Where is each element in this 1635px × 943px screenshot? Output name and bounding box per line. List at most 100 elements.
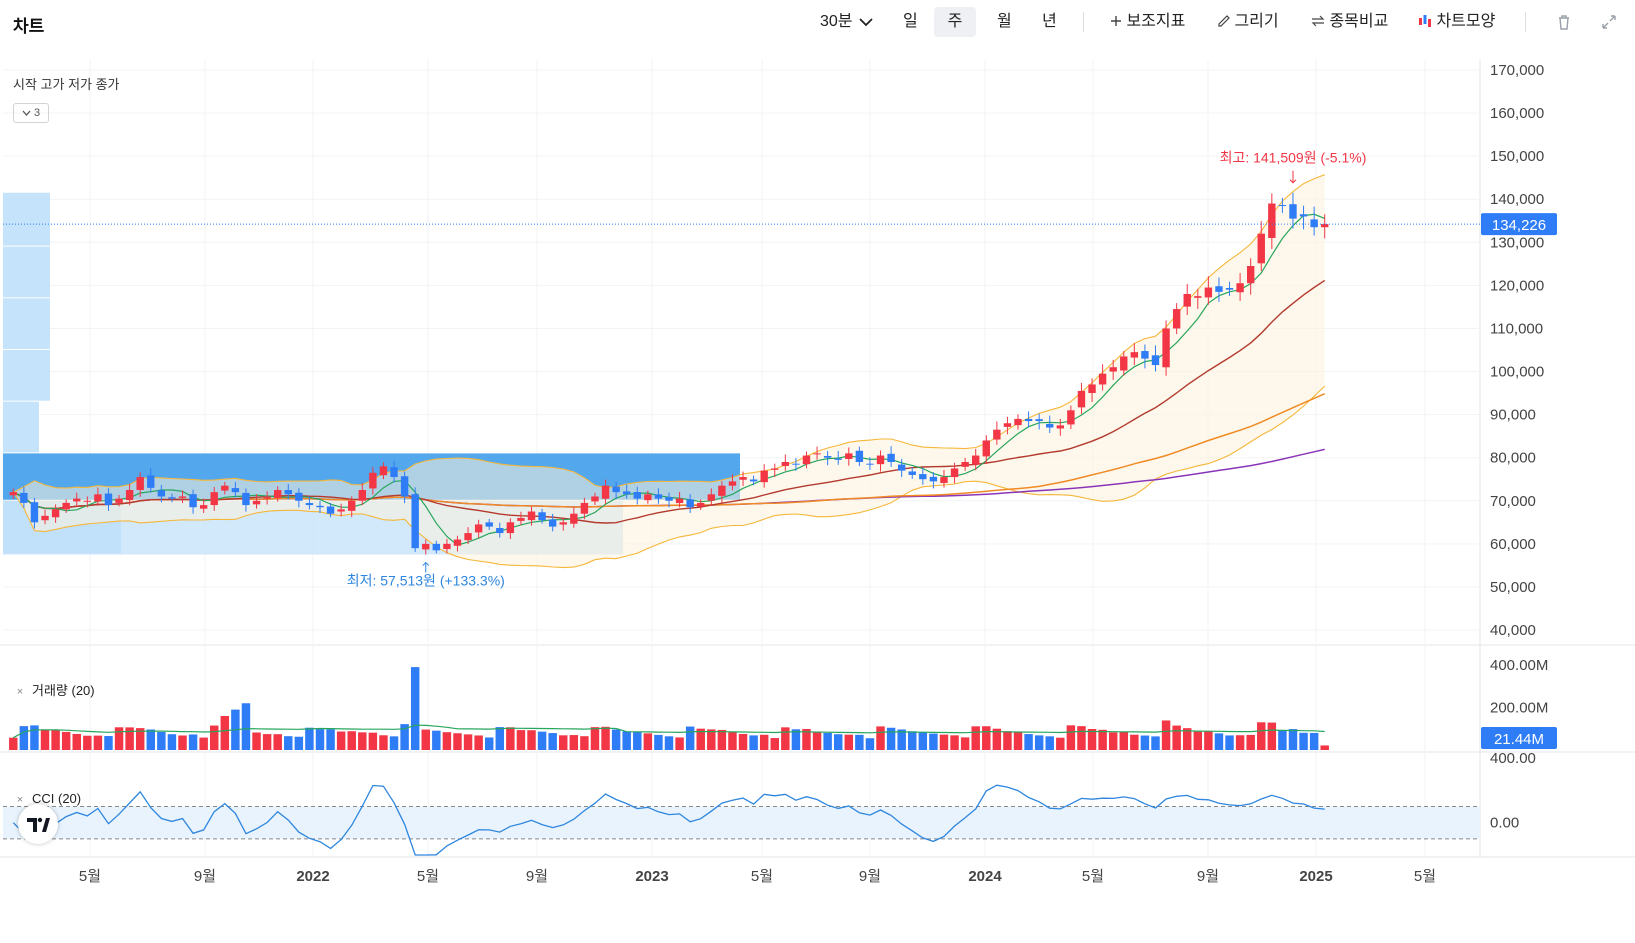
price-tick-label: 110,000 <box>1490 320 1543 337</box>
volume-bar <box>1193 731 1203 750</box>
indicators-label: 보조지표 <box>1126 13 1186 30</box>
expand-icon[interactable] <box>1598 11 1620 33</box>
candle-body <box>358 490 366 501</box>
volume-bar <box>918 732 928 750</box>
candle-body <box>496 527 504 534</box>
volume-bar <box>548 733 557 750</box>
volume-bar <box>83 735 92 750</box>
volume-bar <box>326 729 335 750</box>
volume-bar <box>146 729 156 750</box>
volume-bar <box>252 732 261 750</box>
candle-body <box>876 455 885 465</box>
volume-profile-bar <box>3 192 50 246</box>
pencil-icon <box>1218 15 1230 27</box>
volume-bar <box>960 737 970 750</box>
volume-bar <box>1309 732 1319 750</box>
volume-bar <box>1119 731 1128 750</box>
volume-bar <box>1056 737 1065 750</box>
volume-bar <box>400 724 409 750</box>
candle-body <box>972 455 980 465</box>
volume-bar <box>1098 729 1107 750</box>
candle-body <box>622 491 631 495</box>
chart-style-button[interactable]: 차트모양 <box>1412 7 1501 37</box>
volume-bar <box>908 731 917 750</box>
volume-bar <box>220 716 230 750</box>
volume-bar <box>982 726 991 750</box>
volume-bar <box>135 728 145 750</box>
volume-bar <box>1267 722 1277 750</box>
low-arrow-icon <box>422 561 430 573</box>
candle-body <box>242 492 250 506</box>
tradingview-logo <box>18 804 58 844</box>
time-tick-label: 5월 <box>751 868 773 885</box>
volume-bar <box>1077 726 1086 750</box>
bollinger-upper-line <box>13 174 1325 493</box>
candle-body <box>1225 288 1234 290</box>
volume-bar <box>1108 732 1118 750</box>
candle-body <box>252 500 261 505</box>
volume-bar <box>506 727 515 750</box>
candle-body <box>855 450 864 462</box>
candle-body <box>697 502 705 507</box>
period-day-tab[interactable]: 일 <box>903 13 918 30</box>
volume-bar <box>114 727 124 750</box>
candle-body <box>633 491 641 499</box>
volume-bar <box>590 727 600 750</box>
price-tick-label: 130,000 <box>1490 234 1544 251</box>
volume-bar <box>759 734 769 750</box>
price-tick-label: 120,000 <box>1490 277 1544 294</box>
volume-bar <box>516 730 526 750</box>
volume-bar <box>664 736 674 750</box>
volume-bar <box>495 727 505 750</box>
volume-bar <box>188 734 198 750</box>
candle-body <box>51 509 60 518</box>
cci-tick-label: 400.00 <box>1490 750 1536 767</box>
draw-button[interactable]: 그리기 <box>1212 7 1285 37</box>
close-icon[interactable]: × <box>16 794 24 806</box>
volume-pane-label: × 거래량 (20) <box>13 680 95 700</box>
candle-body <box>739 477 747 480</box>
candle-body <box>908 471 916 475</box>
volume-bar <box>1278 730 1287 750</box>
candle-body <box>464 533 472 541</box>
toolbar: 차트 30분 일 주 월 년 보조지표 그리기 종목비교 차트모양 <box>0 0 1635 44</box>
candle-body <box>1289 204 1297 219</box>
volume-bar <box>389 736 399 750</box>
trash-icon[interactable] <box>1553 11 1575 33</box>
volume-bar <box>929 733 938 750</box>
candle-body <box>295 492 303 501</box>
volume-bar <box>611 729 621 750</box>
candle-body <box>316 505 324 508</box>
candle-body <box>1046 423 1054 428</box>
candle-body <box>993 429 1001 440</box>
candle-body <box>1014 418 1022 426</box>
volume-bar <box>1066 725 1076 750</box>
period-month-tab[interactable]: 월 <box>997 13 1012 30</box>
candle-body <box>168 497 176 499</box>
volume-profile-bar <box>3 246 50 298</box>
price-tick-label: 160,000 <box>1490 105 1544 122</box>
legend-collapse-toggle[interactable]: 3 <box>13 103 49 123</box>
volume-bar <box>284 736 293 750</box>
candle-body <box>326 506 335 514</box>
candle-body <box>20 492 28 503</box>
interval-dropdown[interactable]: 30분 <box>814 7 879 37</box>
candle-body <box>665 497 673 501</box>
period-year-tab[interactable]: 년 <box>1042 13 1057 30</box>
low-annotation: 최저: 57,513원 (+133.3%) <box>347 573 505 589</box>
volume-bar <box>643 733 653 750</box>
volume-bar <box>1024 734 1033 750</box>
volume-bar <box>950 735 959 750</box>
compare-button[interactable]: 종목비교 <box>1305 7 1394 37</box>
candle-body <box>9 492 17 496</box>
candle-body <box>147 475 155 488</box>
candle-body <box>1299 214 1308 217</box>
indicators-button[interactable]: 보조지표 <box>1104 7 1191 37</box>
close-icon[interactable]: × <box>16 686 24 698</box>
chevron-down-icon <box>859 18 873 27</box>
volume-bar <box>569 735 579 750</box>
volume-bar <box>1151 736 1160 750</box>
period-week-tab[interactable]: 주 <box>934 7 976 37</box>
candle-body <box>443 543 451 550</box>
